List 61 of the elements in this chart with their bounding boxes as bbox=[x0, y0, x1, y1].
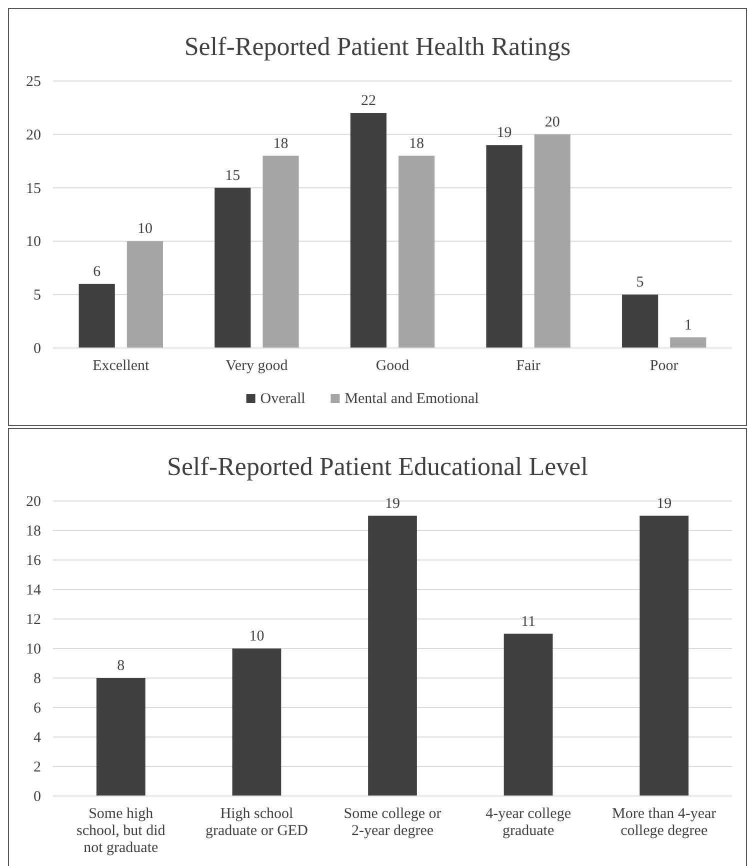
bar bbox=[78, 284, 115, 348]
y-tick-label: 4 bbox=[34, 730, 42, 746]
y-tick-label: 0 bbox=[34, 341, 41, 357]
bar bbox=[622, 294, 658, 348]
legend-label: Mental and Emotional bbox=[344, 391, 479, 407]
bar bbox=[368, 516, 417, 796]
data-label: 10 bbox=[249, 628, 264, 644]
y-tick-label: 8 bbox=[34, 671, 41, 687]
chart-title: Self-Reported Patient Educational Level bbox=[167, 452, 588, 481]
y-tick-label: 10 bbox=[26, 642, 41, 658]
x-tick-label: Good bbox=[376, 358, 410, 374]
data-label: 6 bbox=[93, 264, 102, 280]
y-tick-label: 10 bbox=[26, 234, 41, 250]
y-tick-label: 6 bbox=[34, 700, 42, 716]
bar bbox=[262, 156, 299, 348]
y-tick-label: 20 bbox=[26, 127, 41, 144]
data-label: 19 bbox=[385, 496, 400, 512]
x-tick-label: Fair bbox=[516, 358, 540, 374]
y-tick-label: 15 bbox=[26, 180, 41, 197]
x-tick-label: Very good bbox=[226, 358, 288, 374]
data-label: 22 bbox=[360, 93, 376, 110]
x-tick-label: Excellent bbox=[92, 358, 150, 374]
data-label: 20 bbox=[544, 114, 560, 130]
data-label: 18 bbox=[273, 136, 288, 152]
y-tick-label: 12 bbox=[26, 612, 41, 628]
data-label: 8 bbox=[117, 658, 125, 674]
bar bbox=[96, 678, 146, 796]
x-tick-label: Poor bbox=[650, 358, 678, 374]
bar bbox=[534, 134, 570, 348]
y-tick-label: 5 bbox=[34, 288, 41, 304]
x-tick-label: 4-year college graduate bbox=[486, 806, 572, 839]
y-tick-label: 16 bbox=[26, 553, 42, 569]
bar bbox=[232, 648, 282, 796]
bar bbox=[670, 337, 706, 348]
y-tick-label: 18 bbox=[26, 524, 41, 540]
bar bbox=[398, 156, 435, 348]
y-tick-label: 25 bbox=[26, 74, 41, 90]
data-label: 15 bbox=[225, 168, 240, 184]
x-tick-label: More than 4-year college degree bbox=[612, 806, 716, 839]
data-label: 19 bbox=[496, 125, 512, 142]
bar bbox=[486, 145, 522, 348]
bar bbox=[640, 516, 689, 796]
data-label: 5 bbox=[636, 274, 644, 291]
y-tick-label: 2 bbox=[34, 760, 41, 776]
chart-title: Self-Reported Patient Health Ratings bbox=[184, 32, 571, 61]
y-tick-label: 14 bbox=[26, 582, 42, 598]
x-tick-label: High school graduate or GED bbox=[205, 806, 308, 839]
y-tick-label: 0 bbox=[34, 789, 41, 805]
bar bbox=[214, 188, 251, 348]
y-tick-label: 20 bbox=[26, 494, 41, 510]
data-label: 10 bbox=[137, 221, 152, 238]
bar bbox=[126, 241, 163, 348]
data-label: 19 bbox=[656, 496, 672, 512]
data-label: 18 bbox=[409, 136, 424, 152]
bar bbox=[504, 634, 553, 796]
data-label: 1 bbox=[684, 317, 692, 334]
x-tick-label: Some college or 2-year degree bbox=[344, 806, 442, 839]
bar bbox=[350, 113, 386, 348]
legend-label: Overall bbox=[260, 391, 306, 407]
data-label: 11 bbox=[521, 614, 536, 630]
x-tick-label: Some high school, but did not graduate bbox=[76, 806, 166, 856]
